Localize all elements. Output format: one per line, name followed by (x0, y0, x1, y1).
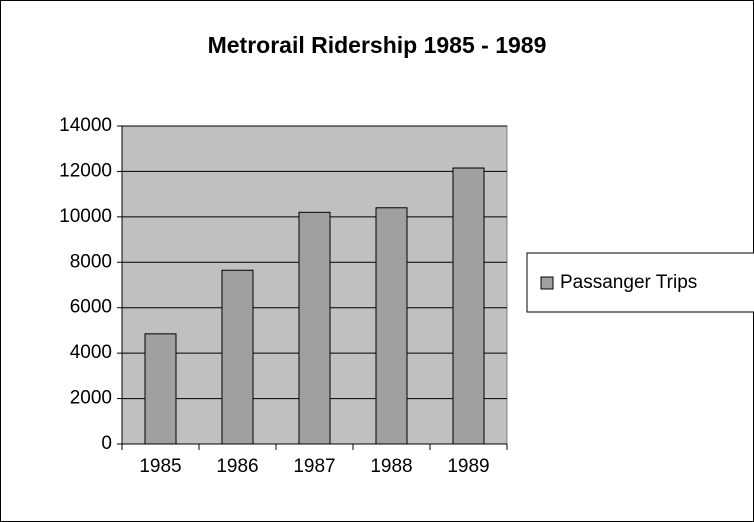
y-tick-label: 6000 (70, 297, 112, 318)
bar (452, 167, 485, 445)
bar (375, 207, 408, 445)
chart-title: Metrorail Ridership 1985 - 1989 (208, 32, 547, 58)
y-tick-label: 10000 (59, 206, 112, 227)
y-tick-label: 8000 (70, 251, 112, 272)
y-tick-label: 12000 (59, 160, 112, 181)
y-tick-label: 14000 (59, 115, 112, 136)
legend-box (526, 252, 754, 313)
x-tick-label: 1988 (370, 456, 412, 477)
x-tick-label: 1986 (216, 456, 258, 477)
y-tick-label: 2000 (70, 388, 112, 409)
legend-label: Passanger Trips (560, 272, 697, 293)
y-tick-label: 4000 (70, 342, 112, 363)
x-tick-label: 1987 (293, 456, 335, 477)
x-tick-label: 1985 (139, 456, 181, 477)
legend-swatch (540, 276, 554, 290)
y-tick-label: 0 (101, 433, 112, 454)
x-tick-label: 1989 (447, 456, 489, 477)
bar (298, 211, 331, 445)
bar (221, 269, 254, 445)
bar (144, 333, 177, 445)
